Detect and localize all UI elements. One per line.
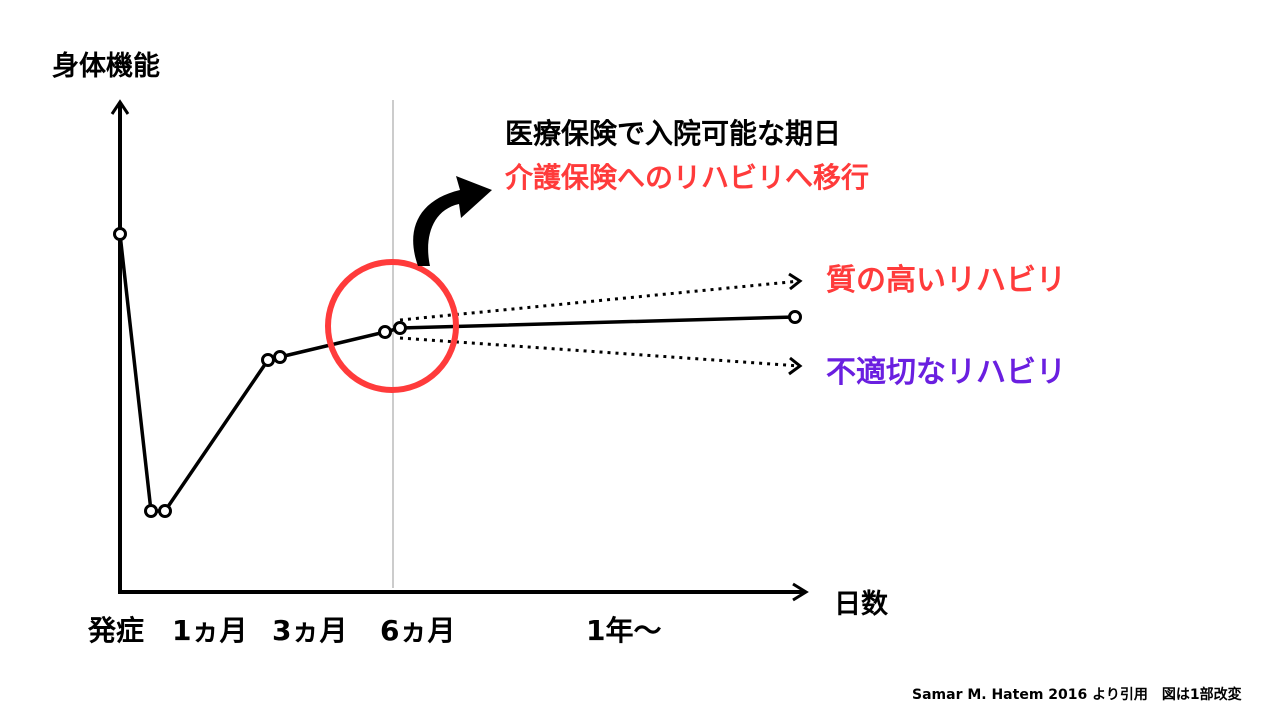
highlight-circle xyxy=(325,259,459,393)
annotation-line-1: 医療保険で入院可能な期日 xyxy=(505,117,842,150)
good-rehab-label: 質の高いリハビリ xyxy=(826,263,1066,298)
x-tick-onset: 発症 xyxy=(88,614,145,647)
bad-rehab-arrowhead xyxy=(788,356,803,376)
point-dip-1 xyxy=(144,504,158,518)
good-rehab-branch xyxy=(399,279,801,322)
point-dip-2 xyxy=(158,504,172,518)
x-axis-label: 日数 xyxy=(834,589,888,620)
point-6m-1 xyxy=(378,325,392,339)
y-axis-label: 身体機能 xyxy=(52,51,160,82)
callout-arrow xyxy=(413,176,492,266)
bad-rehab-label: 不適切なリハビリ xyxy=(826,355,1066,390)
x-tick-1-month: 1ヵ月 xyxy=(172,614,248,647)
x-tick-1-year: 1年〜 xyxy=(586,614,662,647)
x-tick-3-months: 3ヵ月 xyxy=(272,614,348,647)
recovery-curve xyxy=(118,233,796,513)
good-rehab-arrowhead xyxy=(788,272,803,291)
x-tick-6-months: 6ヵ月 xyxy=(380,614,456,647)
point-3m-1 xyxy=(261,353,275,367)
curve-points xyxy=(113,227,802,518)
point-end xyxy=(788,310,802,324)
bad-rehab-branch xyxy=(399,336,801,368)
annotation-line-2: 介護保険へのリハビリへ移行 xyxy=(505,161,870,194)
point-onset xyxy=(113,227,127,241)
point-6m-2 xyxy=(393,321,407,335)
citation: Samar M. Hatem 2016 より引用 図は1部改変 xyxy=(912,687,1242,703)
x-axis-arrowhead xyxy=(792,582,809,602)
y-axis-arrowhead xyxy=(110,99,130,115)
point-3m-2 xyxy=(273,350,287,364)
